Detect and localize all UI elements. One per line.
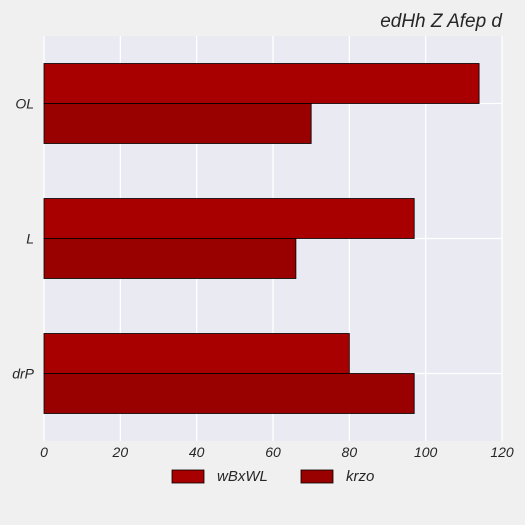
bar: [43, 63, 480, 104]
legend-swatch: [300, 469, 334, 484]
x-tick-label: 80: [342, 444, 358, 460]
y-tick-label: drP: [12, 366, 34, 382]
y-tick-label: L: [26, 231, 34, 247]
bar: [43, 333, 350, 374]
x-tick-label: 0: [40, 444, 48, 460]
bar: [43, 238, 297, 279]
bars: [43, 63, 480, 414]
x-tick-label: 60: [265, 444, 281, 460]
y-tick-label: OL: [15, 96, 34, 112]
x-tick-label: 100: [414, 444, 438, 460]
bar: [43, 373, 415, 414]
bar: [43, 198, 415, 239]
x-tick-label: 40: [189, 444, 205, 460]
legend-label: krzo: [346, 468, 374, 485]
legend-label: wBxWL: [217, 468, 268, 485]
x-tick-label: 120: [490, 444, 514, 460]
legend-swatch: [171, 469, 205, 484]
chart-title: edHh Z Afep d: [380, 11, 503, 32]
bar: [43, 103, 312, 144]
x-tick-label: 20: [112, 444, 129, 460]
legend: wBxWL krzo: [171, 468, 374, 485]
